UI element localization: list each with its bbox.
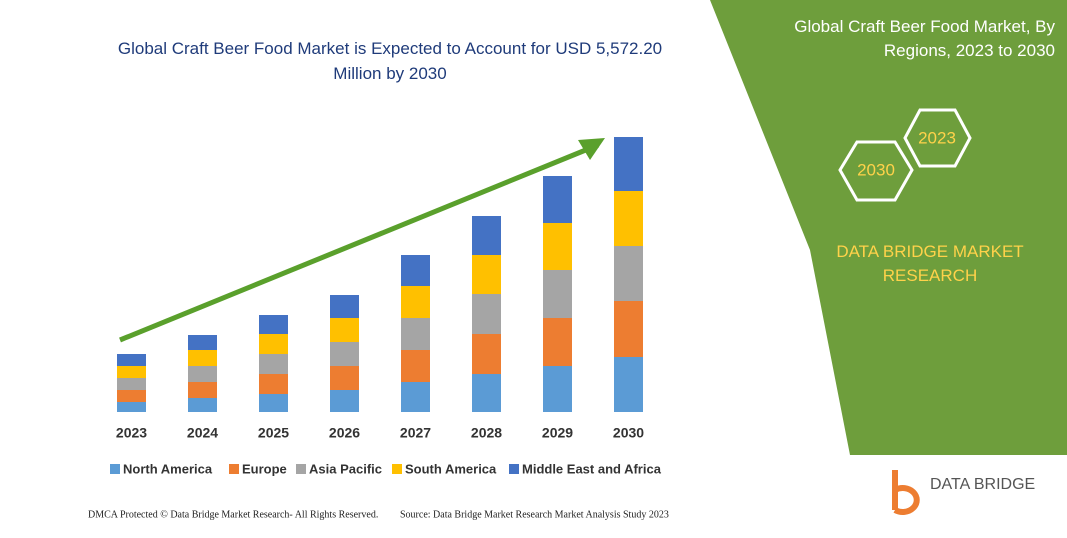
bar-segment: [330, 390, 359, 412]
chart: 2023 2024 2025 2026 2027 2028 2029 2030 North Am…: [110, 137, 662, 476]
brand-line: DATA BRIDGE MARKET: [836, 242, 1023, 261]
bar-segment: [543, 270, 572, 318]
x-tick-label: 2028: [471, 425, 502, 441]
bar-segment: [543, 176, 572, 223]
bar-segment: [472, 374, 501, 412]
hexagon: [838, 140, 914, 202]
chart-title-line: Global Craft Beer Food Market is Expecte…: [118, 39, 662, 58]
bar-segment: [188, 382, 217, 398]
x-tick-label: 2023: [116, 425, 147, 441]
bar-segment: [330, 342, 359, 366]
x-tick-label: 2026: [329, 425, 360, 441]
legend-label: South America: [405, 461, 497, 476]
panel-title-line: Regions, 2023 to 2030: [884, 41, 1055, 60]
x-tick-label: 2027: [400, 425, 431, 441]
legend-swatch: [509, 464, 519, 474]
x-tick-label: 2024: [187, 425, 218, 441]
bar-segment: [614, 191, 643, 246]
bar-segment: [330, 318, 359, 342]
hex-label: 2030: [857, 160, 895, 179]
logo-mark: [892, 470, 920, 515]
bar-segment: [614, 246, 643, 301]
hex-label: 2023: [918, 128, 956, 147]
bar-segment: [259, 394, 288, 412]
brand: DATA BRIDGE MARKET RESEARCH: [836, 242, 1023, 285]
bar-segment: [401, 286, 430, 318]
bar-segment: [188, 366, 217, 382]
bar-segment: [117, 354, 146, 366]
bar-segment: [401, 255, 430, 286]
bar-segment: [117, 378, 146, 390]
legend-swatch: [229, 464, 239, 474]
bar-segment: [259, 334, 288, 354]
bar-segment: [117, 402, 146, 412]
bar-segment: [472, 334, 501, 374]
bar-segment: [188, 398, 217, 412]
bar-segment: [401, 350, 430, 382]
bar-segment: [330, 366, 359, 390]
legend-label: Europe: [242, 461, 287, 476]
legend-swatch: [296, 464, 306, 474]
bar-segment: [188, 335, 217, 350]
chart-title: Global Craft Beer Food Market is Expecte…: [118, 39, 662, 83]
bar-segment: [472, 294, 501, 334]
bar-segment: [188, 350, 217, 366]
x-tick-label: 2029: [542, 425, 573, 441]
chart-title-line: Million by 2030: [333, 64, 446, 83]
hexagon: [903, 108, 972, 168]
bar-segment: [543, 366, 572, 412]
brand-line: RESEARCH: [883, 266, 977, 285]
panel-title: Global Craft Beer Food Market, By Regions…: [794, 17, 1055, 60]
bar-segment: [401, 382, 430, 412]
footer-left: DMCA Protected © Data Bridge Market Rese…: [88, 509, 378, 520]
bar-segment: [614, 357, 643, 412]
bar-segment: [259, 374, 288, 394]
bar-segment: [330, 295, 359, 318]
legend-label: Asia Pacific: [309, 461, 382, 476]
bar-segment: [259, 315, 288, 334]
bar-segment: [259, 354, 288, 374]
bar-segment: [117, 390, 146, 402]
bar-segment: [543, 318, 572, 366]
arrow-head: [578, 138, 605, 160]
x-tick-label: 2030: [613, 425, 644, 441]
legend-swatch: [392, 464, 402, 474]
trend-arrow: [119, 142, 599, 343]
x-tick-label: 2025: [258, 425, 289, 441]
bar-segment: [543, 223, 572, 270]
panel-title-line: Global Craft Beer Food Market, By: [794, 17, 1055, 36]
legend-label: Middle East and Africa: [522, 461, 662, 476]
footer-right: Source: Data Bridge Market Research Mark…: [400, 509, 669, 520]
legend-label: North America: [123, 461, 213, 476]
green-panel: [710, 0, 1067, 455]
bar-segment: [614, 301, 643, 357]
bar-segment: [117, 366, 146, 378]
bar-segment: [614, 137, 643, 191]
legend-swatch: [110, 464, 120, 474]
bar-segment: [472, 216, 501, 255]
logo-text: DATA BRIDGE: [930, 476, 1035, 493]
bar-segment: [472, 255, 501, 294]
bar-segment: [401, 318, 430, 350]
